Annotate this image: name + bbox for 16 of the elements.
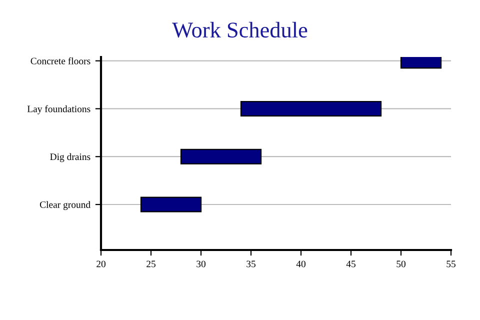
x-tick-label: 25 <box>146 260 156 268</box>
bar <box>240 100 382 116</box>
y-tick-label: Concrete floors <box>30 57 90 64</box>
bar <box>180 148 262 164</box>
y-tick-label: Lay foundations <box>27 105 90 114</box>
x-tick-label: 30 <box>196 260 206 268</box>
x-tick-label: 35 <box>246 260 256 268</box>
chart-title: Work Schedule <box>172 22 308 38</box>
x-tick-label: 20 <box>96 260 106 268</box>
x-tick-label: 50 <box>396 260 406 268</box>
x-tick-label: 40 <box>296 260 306 268</box>
y-tick-label: Dig drains <box>50 153 90 162</box>
x-tick-label: 55 <box>446 260 456 268</box>
y-tick-label: Clear ground <box>40 201 90 210</box>
bar <box>140 196 202 212</box>
x-tick-label: 45 <box>346 260 356 268</box>
